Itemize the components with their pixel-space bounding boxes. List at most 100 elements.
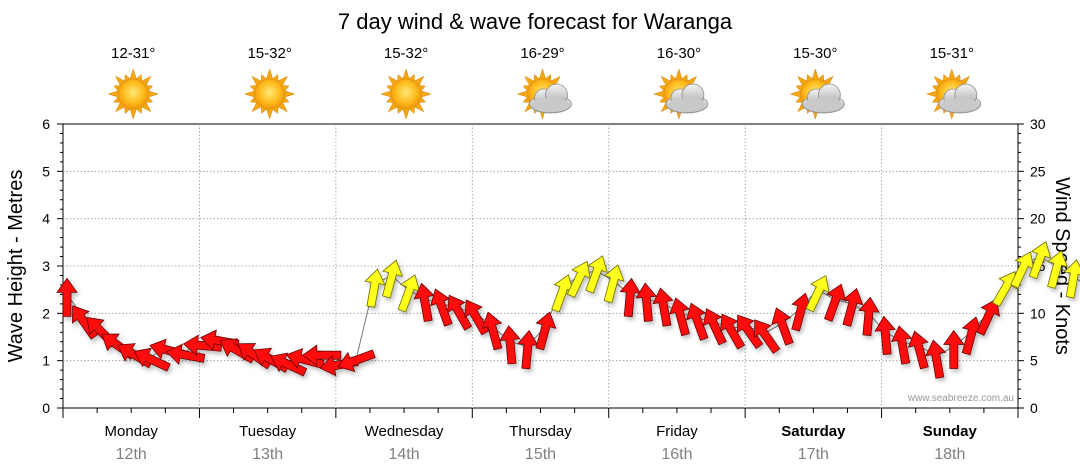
wind-arrow xyxy=(737,314,764,350)
wind-arrow xyxy=(891,325,913,365)
sun-ray xyxy=(266,108,274,120)
sun-ray xyxy=(811,68,819,80)
wind-arrow xyxy=(56,277,78,317)
day-date-label: 16th xyxy=(661,446,692,463)
wind-arrow xyxy=(133,347,171,372)
y-axis-left-title: Wave Height - Metres xyxy=(5,170,27,363)
sun-ray xyxy=(789,90,802,98)
wind-arrow xyxy=(823,283,847,322)
cloud-fill xyxy=(531,98,570,112)
cloud-fill xyxy=(804,98,843,112)
wind-arrow xyxy=(182,334,223,356)
wind-arrow xyxy=(842,287,864,327)
day-date-label: 14th xyxy=(389,446,420,463)
partly-cloudy-icon xyxy=(789,68,845,120)
day-date-label: 17th xyxy=(798,446,829,463)
wind-arrow xyxy=(381,259,403,299)
y-tick-label-left: 2 xyxy=(42,305,50,321)
wind-arrow xyxy=(652,287,674,327)
sun-ray xyxy=(653,90,665,98)
sun-ray xyxy=(675,68,683,80)
sun-ray xyxy=(402,68,410,80)
wind-arrow xyxy=(907,330,929,370)
wind-arrow xyxy=(976,298,1001,336)
y-tick-label-right: 25 xyxy=(1030,163,1046,179)
cloud xyxy=(801,83,845,114)
wind-arrow xyxy=(585,255,608,294)
sun-ray xyxy=(129,108,137,120)
wind-arrow xyxy=(337,349,376,372)
y-tick-label-right: 20 xyxy=(1030,211,1046,227)
y-tick-label-right: 0 xyxy=(1030,400,1038,416)
sun-disc xyxy=(390,78,422,110)
sun-ray xyxy=(402,108,410,120)
day-date-label: 18th xyxy=(934,446,965,463)
wind-arrow xyxy=(1028,241,1052,280)
wind-series-line xyxy=(66,255,1080,362)
chart-title: 7 day wind & wave forecast for Waranga xyxy=(338,9,733,34)
sunny-icon xyxy=(243,68,296,120)
day-name-label: Thursday xyxy=(509,423,572,440)
day-date-label: 12th xyxy=(116,446,147,463)
wind-arrow xyxy=(719,313,746,350)
temperature-range: 16-29° xyxy=(520,45,564,62)
partly-cloudy-icon xyxy=(653,68,709,120)
sun-ray xyxy=(380,90,392,98)
wind-arrow xyxy=(517,329,539,370)
wind-arrow xyxy=(874,315,896,356)
cloud-fill xyxy=(940,98,979,112)
day-name-label: Sunday xyxy=(923,423,978,440)
y-tick-label-right: 10 xyxy=(1030,305,1046,321)
wind-arrow xyxy=(805,274,830,313)
temperature-range: 15-32° xyxy=(384,45,428,62)
sun-disc xyxy=(254,78,286,110)
sun-rays xyxy=(380,68,432,120)
day-name-label: Saturday xyxy=(781,423,846,440)
cloud xyxy=(665,83,709,114)
y-tick-label-left: 3 xyxy=(42,258,50,274)
y-tick-label-left: 5 xyxy=(42,163,50,179)
wind-arrow xyxy=(669,297,690,337)
sun-ray xyxy=(107,90,119,98)
temperature-range: 15-32° xyxy=(247,45,291,62)
y-tick-label-left: 6 xyxy=(42,116,50,132)
sun-ray xyxy=(129,68,137,80)
sun-ray xyxy=(538,68,547,80)
wind-arrow xyxy=(858,296,880,337)
temperature-range: 15-31° xyxy=(930,45,974,62)
wind-arrow xyxy=(302,344,342,366)
wind-arrow xyxy=(943,329,965,369)
wind-arrow xyxy=(754,319,781,354)
wind-arrow xyxy=(566,260,591,299)
temperature-range: 15-30° xyxy=(793,45,837,62)
cloud xyxy=(938,83,982,114)
y-tick-label-right: 5 xyxy=(1030,353,1038,369)
wind-arrow xyxy=(413,282,435,322)
wind-arrow xyxy=(447,294,473,331)
wind-arrow xyxy=(364,268,386,308)
sunny-icon xyxy=(107,68,160,120)
wind-arrow xyxy=(685,302,709,341)
cloud xyxy=(529,83,572,114)
y-tick-label-left: 4 xyxy=(42,211,50,227)
y-tick-label-left: 0 xyxy=(42,400,50,416)
y-tick-label-left: 1 xyxy=(42,353,50,369)
day-name-label: Tuesday xyxy=(239,423,296,440)
wind-arrow xyxy=(1047,250,1068,289)
wind-arrow xyxy=(702,308,727,346)
partly-cloudy-icon xyxy=(516,68,572,120)
day-date-label: 15th xyxy=(525,446,556,463)
wind-arrow xyxy=(499,325,521,365)
sun-ray xyxy=(516,90,529,98)
wind-arrow xyxy=(1063,259,1080,299)
sun-ray xyxy=(948,68,956,80)
day-name-label: Wednesday xyxy=(365,423,444,440)
sun-disc xyxy=(117,78,149,110)
partly-cloudy-icon xyxy=(925,68,982,120)
y-tick-label-right: 30 xyxy=(1030,116,1046,132)
sunny-icon xyxy=(380,68,432,120)
wind-arrow xyxy=(635,282,658,322)
wind-arrow xyxy=(925,339,947,379)
sun-ray xyxy=(243,90,256,98)
